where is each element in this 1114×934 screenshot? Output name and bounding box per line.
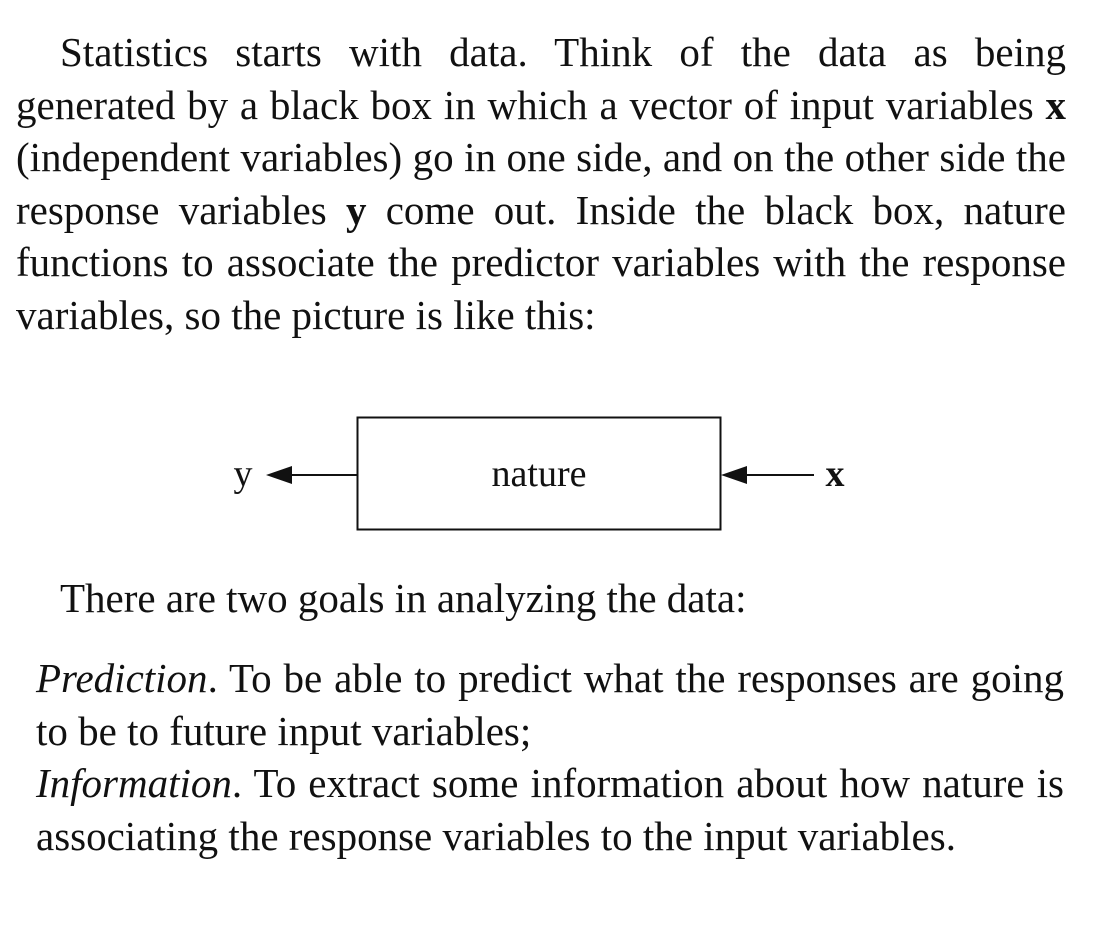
goal-term-information: Information <box>36 760 232 807</box>
input-label-x: x <box>826 453 845 495</box>
input-arrowhead <box>721 466 747 484</box>
goals-list: Prediction. To be able to predict what t… <box>36 652 1064 862</box>
goal-information: Information. To extract some information… <box>36 757 1064 862</box>
intro-paragraph: Statistics starts with data. Think of th… <box>16 26 1066 342</box>
goal-term-prediction: Prediction <box>36 655 208 701</box>
output-arrowhead <box>266 466 292 484</box>
output-label-y: y <box>234 453 253 495</box>
goal-prediction: Prediction. To be able to predict what t… <box>36 652 1064 757</box>
response-variable-y: y <box>345 186 367 233</box>
goal-text-information: . To extract some information about how … <box>36 760 1064 859</box>
intro-text-1: Statistics starts with data. Think of th… <box>16 29 1066 128</box>
nature-label: nature <box>492 453 587 495</box>
input-variable-x: x <box>1045 81 1067 128</box>
goal-text-prediction: . To be able to predict what the respons… <box>36 655 1064 754</box>
intro-text-3: come out. Inside the black box, nature f… <box>16 186 1066 338</box>
nature-box <box>356 416 722 531</box>
goals-intro: There are two goals in analyzing the dat… <box>60 575 747 621</box>
intro-text-2: (independent variables) go in one side, … <box>16 134 1066 233</box>
